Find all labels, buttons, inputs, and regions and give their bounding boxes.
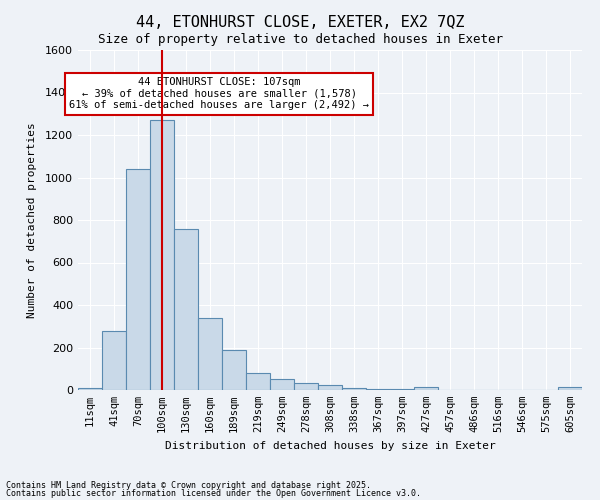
Text: Contains public sector information licensed under the Open Government Licence v3: Contains public sector information licen… — [6, 488, 421, 498]
Bar — [126, 169, 150, 390]
Text: Size of property relative to detached houses in Exeter: Size of property relative to detached ho… — [97, 32, 503, 46]
Text: 44 ETONHURST CLOSE: 107sqm
← 39% of detached houses are smaller (1,578)
61% of s: 44 ETONHURST CLOSE: 107sqm ← 39% of deta… — [69, 77, 369, 110]
Bar — [174, 228, 198, 390]
Bar — [150, 120, 174, 390]
X-axis label: Distribution of detached houses by size in Exeter: Distribution of detached houses by size … — [164, 440, 496, 450]
Y-axis label: Number of detached properties: Number of detached properties — [26, 122, 37, 318]
Bar — [294, 382, 318, 390]
Text: 44, ETONHURST CLOSE, EXETER, EX2 7QZ: 44, ETONHURST CLOSE, EXETER, EX2 7QZ — [136, 15, 464, 30]
Bar — [222, 350, 246, 390]
Bar — [390, 389, 414, 390]
Bar — [414, 387, 438, 390]
Bar — [78, 388, 102, 390]
Bar — [102, 330, 126, 390]
Bar — [198, 318, 222, 390]
Text: Contains HM Land Registry data © Crown copyright and database right 2025.: Contains HM Land Registry data © Crown c… — [6, 481, 371, 490]
Bar — [246, 373, 270, 390]
Bar — [318, 384, 342, 390]
Bar — [270, 380, 294, 390]
Bar — [558, 387, 582, 390]
Bar — [366, 389, 390, 390]
Bar — [342, 388, 366, 390]
